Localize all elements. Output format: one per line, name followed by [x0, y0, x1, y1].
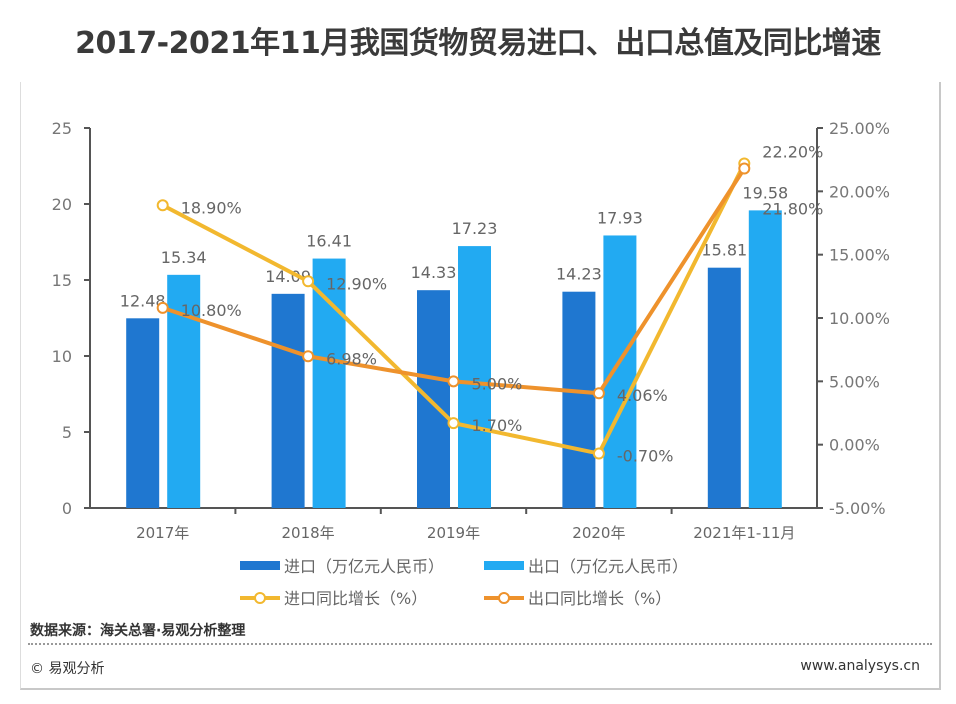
line-label: 6.98% — [326, 349, 377, 368]
left-tick-label: 15 — [52, 271, 72, 290]
line-label: 1.70% — [472, 416, 523, 435]
line-series — [161, 162, 747, 456]
bar — [707, 267, 741, 508]
line-label: 10.80% — [181, 301, 242, 320]
bar-label: 14.33 — [411, 263, 457, 282]
divider — [28, 643, 932, 645]
right-tick-label: 25.00% — [829, 119, 890, 138]
data-source: 数据来源：海关总署·易观分析整理 — [30, 623, 246, 639]
x-tick-label: 2019年 — [427, 524, 480, 542]
right-tick-label: 10.00% — [829, 309, 890, 328]
x-tick-label: 2020年 — [572, 524, 625, 542]
legend-label: 进口（万亿元人民币） — [284, 557, 444, 576]
x-tick-label: 2021年1-11月 — [693, 524, 795, 542]
legend-swatch — [484, 561, 524, 570]
left-tick-label: 25 — [52, 119, 72, 138]
x-tick-label: 2018年 — [282, 524, 335, 542]
chart-title: 2017-2021年11月我国货物贸易进口、出口总值及同比增速 — [75, 26, 881, 61]
bar — [417, 290, 450, 508]
bar-label: 19.58 — [742, 183, 788, 202]
left-tick-label: 5 — [62, 423, 72, 442]
bar-label: 15.34 — [161, 248, 207, 267]
bar-label: 17.23 — [452, 219, 498, 238]
bar-label: 15.81 — [701, 241, 747, 260]
right-tick-label: 20.00% — [829, 182, 890, 201]
bar — [603, 235, 637, 509]
right-tick-label: 5.00% — [829, 372, 880, 391]
legend-marker — [498, 592, 510, 604]
bar — [312, 258, 346, 508]
legend-marker — [254, 592, 266, 604]
legend-swatch — [240, 561, 280, 570]
line-point — [592, 447, 605, 460]
bar — [126, 318, 160, 508]
line-point — [156, 199, 169, 212]
chart: 0 5 10 15 20 25 -5.00% 0.00% 5.00% 10.00% 15.00% 20… — [52, 119, 890, 608]
chart-frame — [20, 82, 941, 690]
line-label: 18.90% — [181, 198, 242, 217]
line-point — [156, 301, 169, 314]
line-point — [592, 387, 605, 400]
line-point — [447, 375, 460, 388]
bar — [458, 246, 491, 508]
bar-label: 16.41 — [306, 232, 352, 251]
line-point — [738, 162, 751, 175]
line-point — [302, 275, 315, 288]
line-label: 21.80% — [762, 200, 823, 219]
line-label: 4.06% — [617, 386, 668, 405]
copyright: © 易观分析 — [30, 661, 105, 677]
bar-label: 17.93 — [597, 208, 643, 227]
right-tick-label: 15.00% — [829, 246, 890, 265]
bar — [271, 293, 305, 508]
line-point — [302, 350, 315, 363]
line-label: 5.00% — [472, 374, 523, 393]
left-tick-label: 10 — [52, 347, 72, 366]
left-tick-label: 0 — [62, 499, 72, 518]
legend-label: 出口同比增长（%） — [528, 589, 671, 608]
x-tick-label: 2017年 — [136, 524, 189, 542]
line-label: -0.70% — [617, 447, 674, 466]
line-point — [447, 417, 460, 430]
bar-label: 12.48 — [120, 291, 166, 310]
right-tick-label: -5.00% — [829, 499, 886, 518]
line-label: 22.20% — [762, 142, 823, 161]
left-tick-label: 20 — [52, 195, 72, 214]
legend-label: 出口（万亿元人民币） — [528, 557, 688, 576]
website-link[interactable]: www.analysys.cn — [800, 658, 920, 674]
bar — [562, 291, 596, 508]
bar — [748, 210, 782, 508]
bar-label: 14.23 — [556, 265, 602, 284]
bar-label: 14.09 — [265, 267, 311, 286]
line-label: 12.90% — [326, 274, 387, 293]
legend-label: 进口同比增长（%） — [284, 589, 427, 608]
right-tick-label: 0.00% — [829, 436, 880, 455]
